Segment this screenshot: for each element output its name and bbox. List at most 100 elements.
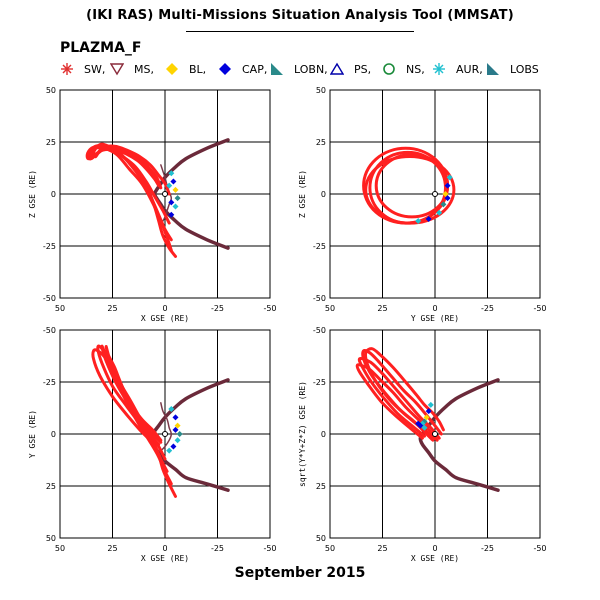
orbit-track bbox=[357, 356, 441, 440]
ns-circle-icon bbox=[383, 63, 395, 75]
y-tick-label: 0 bbox=[51, 190, 56, 199]
legend-label: MS, bbox=[134, 62, 154, 76]
orbit-track bbox=[92, 142, 177, 258]
plot-panel-top-left: 50 25 0 -25 -50 -50 -25 0 25 50 X GSE (RE) Z GSE (R… bbox=[28, 86, 277, 323]
region-marker bbox=[436, 209, 443, 216]
x-tick-label: 25 bbox=[107, 544, 117, 553]
x-tick-label: 50 bbox=[325, 304, 335, 313]
x-axis-label: Y GSE (RE) bbox=[411, 314, 459, 323]
legend-label: PS, bbox=[354, 62, 372, 76]
x-tick-label: -25 bbox=[211, 304, 224, 313]
plot-data bbox=[355, 347, 500, 492]
x-tick-label: 25 bbox=[377, 304, 387, 313]
x-tick-label: 25 bbox=[377, 544, 387, 553]
x-tick-label: 0 bbox=[162, 544, 167, 553]
x-tick-label: 25 bbox=[107, 304, 117, 313]
legend-item: LOBN, bbox=[270, 60, 328, 78]
region-marker bbox=[174, 437, 181, 444]
region-marker bbox=[444, 182, 451, 189]
legend-item: BL, bbox=[165, 60, 206, 78]
y-tick-label: 50 bbox=[46, 86, 56, 95]
page-title: (IKI RAS) Multi-Missions Situation Analy… bbox=[86, 8, 514, 23]
y-tick-label: 25 bbox=[46, 138, 56, 147]
orbit-track bbox=[361, 348, 443, 442]
earth-marker bbox=[432, 191, 438, 197]
legend-item: MS, bbox=[110, 60, 154, 78]
legend-item: SW, bbox=[60, 60, 105, 78]
x-tick-label: -50 bbox=[263, 304, 276, 313]
legend-label: LOBS bbox=[510, 62, 539, 76]
y-tick-label: 50 bbox=[46, 534, 56, 543]
region-marker bbox=[168, 199, 175, 206]
x-tick-label: 0 bbox=[162, 304, 167, 313]
region-marker bbox=[172, 414, 179, 421]
legend: SW, MS, BL, CAP, LOBN, PS, NS, AUR, LOBS bbox=[0, 60, 600, 82]
y-tick-label: 0 bbox=[321, 190, 326, 199]
region-marker bbox=[425, 408, 432, 415]
region-marker bbox=[174, 195, 181, 202]
region-marker bbox=[170, 178, 177, 185]
region-marker bbox=[172, 203, 179, 210]
bow-shock-curve bbox=[160, 164, 173, 224]
y-tick-label: 50 bbox=[316, 534, 326, 543]
y-tick-label: -50 bbox=[43, 294, 56, 303]
region-marker bbox=[166, 182, 173, 189]
plot-panel-bottom-left: 50 25 0 -25 -50 50 25 0 -25 -50 X GSE (RE) Y GSE (R… bbox=[28, 326, 277, 563]
y-tick-label: -25 bbox=[43, 242, 56, 251]
x-axis-label: X GSE (RE) bbox=[141, 314, 189, 323]
footer-date: September 2015 bbox=[234, 565, 366, 581]
plot-data bbox=[362, 146, 456, 225]
x-tick-label: 50 bbox=[55, 544, 65, 553]
region-marker bbox=[168, 211, 175, 218]
region-marker bbox=[170, 443, 177, 450]
y-tick-label: 50 bbox=[316, 86, 326, 95]
y-tick-label: 25 bbox=[316, 482, 326, 491]
region-marker bbox=[440, 201, 447, 208]
title-underline bbox=[186, 31, 414, 32]
x-tick-label: -25 bbox=[211, 544, 224, 553]
plot-panel-top-right: 50 25 0 -25 -50 -50 -25 0 25 50 Y GSE (RE) Z GSE (R… bbox=[298, 86, 547, 323]
region-marker bbox=[174, 422, 181, 429]
plot-panel-bottom-right: 50 25 0 -25 -50 50 25 0 -25 -50 X GSE (RE) sqrt(Y*Y… bbox=[298, 326, 547, 563]
legend-label: CAP, bbox=[242, 62, 268, 76]
y-tick-label: 25 bbox=[46, 482, 56, 491]
x-tick-label: 50 bbox=[55, 304, 65, 313]
x-tick-label: 50 bbox=[325, 544, 335, 553]
sw-asterisk-icon bbox=[61, 63, 73, 75]
y-tick-label: 25 bbox=[316, 138, 326, 147]
plot-data bbox=[91, 344, 230, 498]
x-tick-label: -25 bbox=[481, 304, 494, 313]
x-tick-label: -50 bbox=[533, 544, 546, 553]
region-marker bbox=[415, 420, 422, 427]
legend-item: NS, bbox=[382, 60, 425, 78]
x-tick-label: -50 bbox=[263, 544, 276, 553]
legend-label: AUR, bbox=[456, 62, 483, 76]
legend-label: SW, bbox=[84, 62, 106, 76]
region-marker bbox=[421, 424, 428, 431]
orbit-track bbox=[91, 348, 167, 461]
legend-label: BL, bbox=[189, 62, 207, 76]
ms-triangle-down-icon bbox=[110, 63, 124, 76]
x-tick-label: 0 bbox=[432, 304, 437, 313]
legend-label: NS, bbox=[406, 62, 425, 76]
region-marker bbox=[423, 414, 430, 421]
y-tick-label: 0 bbox=[51, 430, 56, 439]
plot-data bbox=[85, 138, 230, 258]
legend-label: LOBN, bbox=[294, 62, 328, 76]
region-marker bbox=[168, 170, 175, 177]
y-tick-label: -50 bbox=[43, 326, 56, 335]
y-tick-label: 0 bbox=[321, 430, 326, 439]
orbit-track bbox=[364, 155, 456, 225]
y-tick-label: -50 bbox=[313, 326, 326, 335]
lobs-flag-icon bbox=[487, 63, 499, 75]
earth-marker bbox=[162, 191, 168, 197]
y-tick-label: -25 bbox=[313, 242, 326, 251]
orbit-track bbox=[374, 152, 450, 219]
mission-name: PLAZMA_F bbox=[60, 40, 142, 56]
orbit-track bbox=[355, 363, 439, 442]
x-tick-label: -25 bbox=[481, 544, 494, 553]
lobn-flag-icon bbox=[271, 63, 283, 75]
x-axis-label: X GSE (RE) bbox=[411, 554, 459, 563]
orbit-track bbox=[89, 146, 173, 252]
bl-diamond-icon bbox=[166, 63, 178, 75]
